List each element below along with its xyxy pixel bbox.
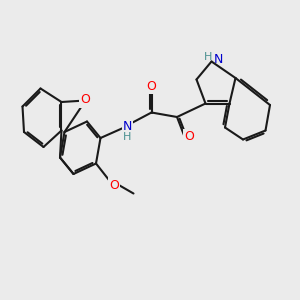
Text: O: O xyxy=(147,80,156,93)
Text: H: H xyxy=(123,131,132,142)
Text: O: O xyxy=(109,178,119,192)
Text: O: O xyxy=(184,130,194,143)
Text: N: N xyxy=(213,52,223,66)
Text: H: H xyxy=(204,52,212,62)
Text: N: N xyxy=(123,119,132,133)
Text: O: O xyxy=(81,93,90,106)
